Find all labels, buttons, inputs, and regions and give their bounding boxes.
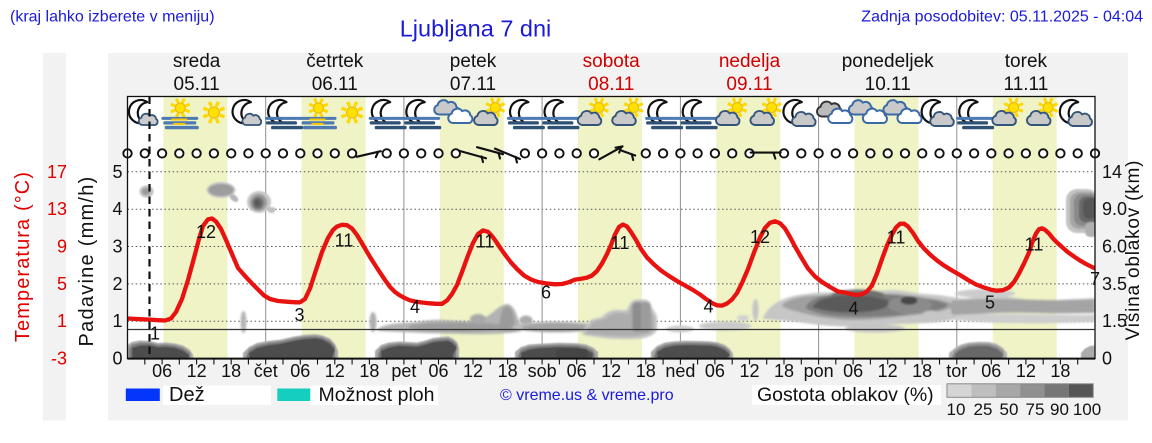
svg-text:06: 06: [152, 361, 172, 381]
svg-text:90: 90: [1050, 400, 1069, 419]
svg-text:Dež: Dež: [169, 384, 205, 406]
svg-text:5: 5: [985, 292, 995, 312]
svg-text:sobota: sobota: [583, 51, 640, 72]
svg-text:3.5: 3.5: [1102, 274, 1127, 294]
svg-text:nedelja: nedelja: [719, 51, 781, 72]
svg-text:12: 12: [601, 361, 621, 381]
svg-text:5: 5: [57, 274, 67, 294]
svg-text:pet: pet: [391, 361, 416, 381]
svg-text:12: 12: [325, 361, 345, 381]
svg-text:08.11: 08.11: [588, 74, 634, 95]
svg-text:torek: torek: [1005, 51, 1048, 72]
svg-text:11.11: 11.11: [1004, 74, 1049, 95]
svg-text:9: 9: [57, 237, 67, 257]
svg-text:100: 100: [1073, 400, 1101, 419]
svg-text:Ljubljana 7 dni: Ljubljana 7 dni: [400, 16, 552, 42]
svg-text:4: 4: [848, 298, 858, 318]
svg-text:Padavine (mm/h): Padavine (mm/h): [76, 175, 98, 346]
svg-text:50: 50: [1000, 400, 1019, 419]
svg-text:06.11: 06.11: [312, 74, 358, 95]
svg-text:05.11: 05.11: [174, 74, 220, 95]
svg-text:4: 4: [410, 297, 420, 317]
svg-text:4: 4: [703, 296, 713, 316]
svg-text:12: 12: [463, 361, 483, 381]
svg-text:75: 75: [1026, 400, 1045, 419]
svg-text:11: 11: [1025, 234, 1044, 254]
svg-text:06: 06: [290, 361, 310, 381]
svg-text:ponedeljek: ponedeljek: [842, 51, 934, 72]
svg-text:17: 17: [47, 162, 67, 182]
svg-text:1: 1: [150, 323, 160, 343]
svg-text:3: 3: [112, 237, 122, 257]
svg-text:11: 11: [335, 230, 354, 250]
svg-text:06: 06: [567, 361, 587, 381]
svg-text:13: 13: [47, 199, 67, 219]
svg-text:18: 18: [774, 361, 794, 381]
svg-text:4: 4: [112, 199, 122, 219]
svg-text:25: 25: [974, 400, 993, 419]
svg-text:3: 3: [294, 305, 304, 325]
svg-text:sob: sob: [528, 361, 557, 381]
svg-text:18: 18: [1050, 361, 1070, 381]
svg-text:12: 12: [187, 361, 207, 381]
svg-text:pon: pon: [804, 361, 834, 381]
svg-text:12: 12: [739, 361, 759, 381]
svg-text:18: 18: [221, 361, 241, 381]
svg-text:06: 06: [428, 361, 448, 381]
svg-text:sreda: sreda: [173, 51, 221, 72]
svg-text:12: 12: [1016, 361, 1036, 381]
svg-text:14: 14: [1102, 162, 1122, 182]
svg-text:Gostota oblakov (%): Gostota oblakov (%): [757, 384, 934, 406]
svg-text:ned: ned: [665, 361, 695, 381]
svg-text:0: 0: [1102, 349, 1112, 369]
svg-text:5: 5: [112, 162, 122, 182]
svg-text:petek: petek: [450, 51, 497, 72]
svg-text:06: 06: [981, 361, 1001, 381]
svg-text:6: 6: [541, 282, 551, 302]
svg-text:-3: -3: [51, 349, 67, 369]
svg-text:Zadnja posodobitev: 05.11.2025: Zadnja posodobitev: 05.11.2025 - 04:04: [861, 9, 1143, 26]
svg-text:12: 12: [878, 361, 898, 381]
svg-text:čet: čet: [254, 361, 278, 381]
svg-text:1: 1: [112, 311, 122, 331]
svg-text:09.11: 09.11: [726, 74, 772, 95]
svg-text:6.0: 6.0: [1102, 237, 1127, 257]
svg-text:9.0: 9.0: [1102, 199, 1127, 219]
svg-text:četrtek: četrtek: [306, 51, 364, 72]
svg-text:1.5: 1.5: [1102, 311, 1127, 331]
svg-text:Temperatura (°C): Temperatura (°C): [12, 171, 34, 342]
svg-text:06: 06: [843, 361, 863, 381]
svg-text:tor: tor: [946, 361, 967, 381]
svg-text:06: 06: [705, 361, 725, 381]
svg-text:12: 12: [196, 222, 216, 242]
svg-text:11: 11: [476, 231, 495, 251]
svg-text:10: 10: [947, 400, 966, 419]
svg-text:18: 18: [912, 361, 932, 381]
svg-text:(kraj lahko izberete v meniju): (kraj lahko izberete v meniju): [10, 9, 215, 26]
svg-text:18: 18: [498, 361, 518, 381]
svg-text:12: 12: [750, 227, 770, 247]
svg-text:10.11: 10.11: [865, 74, 911, 95]
svg-text:© vreme.us & vreme.pro: © vreme.us & vreme.pro: [500, 387, 674, 404]
svg-text:11: 11: [887, 227, 906, 247]
svg-text:18: 18: [636, 361, 656, 381]
svg-text:1: 1: [57, 311, 67, 331]
svg-text:Možnost ploh: Možnost ploh: [319, 384, 435, 406]
svg-text:0: 0: [112, 349, 122, 369]
svg-text:11: 11: [611, 233, 630, 253]
svg-text:2: 2: [112, 274, 122, 294]
svg-text:07.11: 07.11: [450, 74, 496, 95]
svg-text:Višina oblakov (km): Višina oblakov (km): [1123, 160, 1144, 341]
svg-text:18: 18: [359, 361, 379, 381]
